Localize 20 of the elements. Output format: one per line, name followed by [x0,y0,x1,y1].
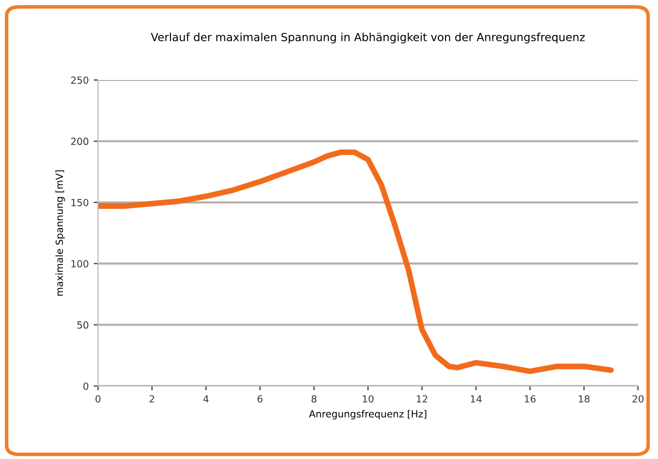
y-tick-label: 100 [71,260,88,268]
x-tick-label: 14 [470,395,482,402]
x-tick-label: 6 [258,395,262,403]
y-tick-label: 150 [71,198,88,206]
chart-title: Verlauf der maximalen Spannung in Abhängigkeit von der Anregungsfrequenz [150,32,585,44]
x-tick-label: 20 [632,395,644,403]
y-tick-label: 250 [71,76,88,84]
y-axis-title: maximale Spannung [mV] [55,170,65,296]
x-tick-label: 12 [416,395,428,402]
x-tick-label: 18 [578,395,590,403]
x-axis-title: Anregungsfrequenz [Hz] [308,410,426,420]
x-tick-label: 4 [203,395,209,402]
y-tick-label: 200 [71,138,88,146]
x-tick-label: 16 [524,395,536,403]
x-tick-label: 8 [312,395,316,403]
y-tick-label: 0 [83,382,88,390]
x-tick-label: 10 [362,395,374,403]
y-tick-label: 50 [77,321,88,329]
x-tick-label: 2 [150,395,154,402]
x-tick-label: 0 [96,395,100,403]
